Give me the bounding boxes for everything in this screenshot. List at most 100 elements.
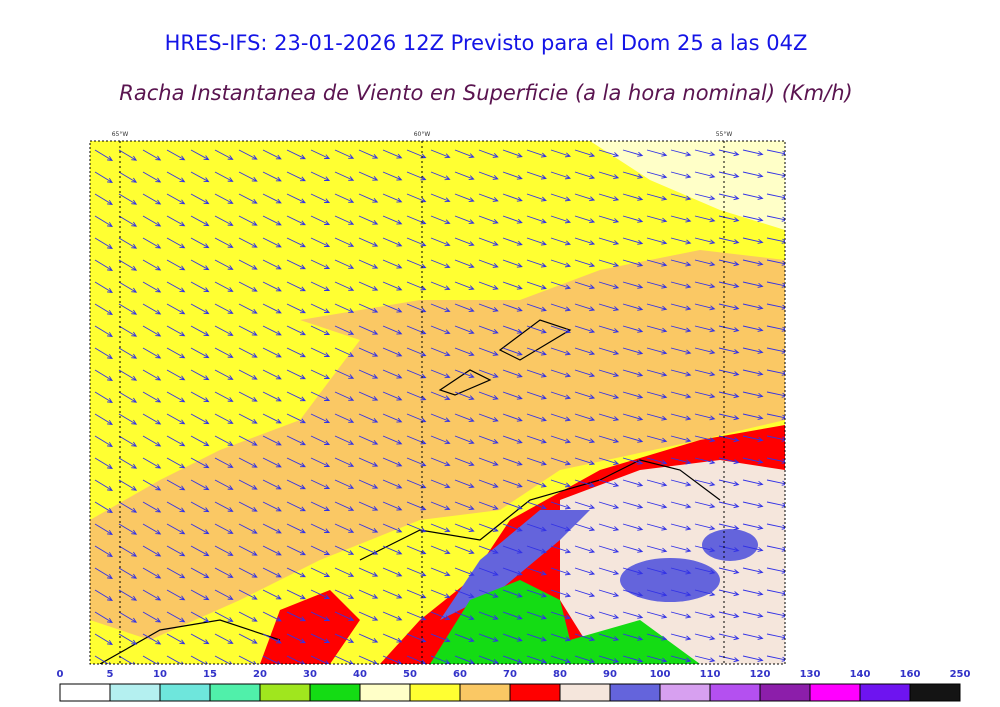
wind-arrow <box>358 303 379 313</box>
wind-arrow <box>358 479 379 489</box>
wind-arrow <box>478 457 499 466</box>
wind-arrow <box>478 435 499 444</box>
wind-arrow <box>262 325 282 336</box>
wind-arrow <box>262 369 282 380</box>
wind-arrow <box>574 611 596 620</box>
wind-arrow <box>118 281 138 293</box>
wind-arrow <box>766 435 785 442</box>
wind-arrow <box>94 391 113 403</box>
wind-arrow <box>382 325 403 335</box>
wind-arrow <box>454 193 475 202</box>
wind-arrow <box>526 611 547 620</box>
colorbar-label: 160 <box>900 669 921 680</box>
wind-arrow <box>574 281 596 290</box>
wind-arrow <box>550 479 571 488</box>
wind-arrow <box>286 237 306 248</box>
wind-arrow <box>286 545 306 556</box>
wind-arrow <box>166 457 186 469</box>
wind-arrow <box>766 325 785 332</box>
wind-arrow <box>142 479 162 491</box>
wind-arrow <box>670 193 692 201</box>
wind-arrow <box>118 237 138 249</box>
lon-label: 60°W <box>414 131 431 138</box>
subtitle: Racha Instantanea de Viento en Superfici… <box>119 81 852 105</box>
wind-arrow <box>502 633 523 642</box>
wind-arrow <box>694 545 716 553</box>
wind-arrow <box>454 655 475 664</box>
wind-arrow <box>94 237 113 249</box>
wind-arrow <box>718 215 740 223</box>
wind-arrow <box>334 259 355 269</box>
wind-arrow <box>430 479 451 489</box>
wind-arrow <box>310 501 331 511</box>
wind-arrow <box>718 325 740 333</box>
wind-arrow <box>262 611 282 622</box>
wind-arrow <box>550 523 571 532</box>
wind-arrow <box>598 369 620 377</box>
wind-arrow <box>166 413 186 425</box>
wind-arrow <box>190 347 210 359</box>
wind-arrow <box>310 545 331 555</box>
wind-arrow <box>550 589 571 598</box>
wind-arrow <box>94 303 113 315</box>
wind-arrow <box>142 655 160 664</box>
wind-arrow <box>262 479 282 490</box>
wind-arrow <box>502 479 523 488</box>
wind-arrow <box>358 567 379 577</box>
wind-arrow <box>622 237 644 245</box>
colorbar-swatch <box>559 683 611 702</box>
field-light <box>590 141 785 230</box>
wind-arrow <box>622 413 644 421</box>
wind-arrow <box>238 435 258 446</box>
wind-arrow <box>646 633 668 641</box>
wind-arrow <box>646 567 668 575</box>
wind-arrow <box>742 633 764 640</box>
wind-arrow <box>502 303 523 312</box>
wind-arrow <box>694 215 716 223</box>
colorbar-swatch <box>659 683 711 702</box>
wind-arrow <box>430 325 451 335</box>
wind-arrow <box>118 479 138 491</box>
wind-arrow <box>358 149 379 159</box>
wind-arrow <box>670 501 692 509</box>
wind-arrow <box>406 611 427 621</box>
wind-arrow <box>190 325 210 337</box>
wind-arrow <box>286 413 306 424</box>
wind-arrow <box>262 633 282 644</box>
wind-arrow <box>526 457 547 466</box>
wind-arrow <box>502 589 523 598</box>
colorbar-label: 5 <box>107 669 114 680</box>
wind-arrow <box>118 325 138 337</box>
wind-arrow <box>478 347 499 356</box>
wind-arrow <box>430 303 451 313</box>
wind-arrow <box>670 523 692 531</box>
wind-arrow <box>598 545 620 553</box>
wind-arrow <box>742 325 764 332</box>
wind-arrow <box>166 193 186 205</box>
wind-arrow <box>382 281 403 291</box>
wind-arrow <box>382 171 403 181</box>
wind-arrow <box>262 171 282 182</box>
wind-arrow <box>718 281 740 289</box>
wind-arrow <box>358 545 379 555</box>
wind-arrow <box>598 347 620 355</box>
wind-arrow <box>574 501 596 510</box>
wind-arrow <box>454 215 475 224</box>
wind-arrow <box>310 567 331 577</box>
wind-arrow <box>526 303 547 312</box>
wind-arrow <box>718 611 740 619</box>
wind-arrow <box>310 633 331 643</box>
wind-arrow <box>118 149 138 161</box>
wind-arrow <box>670 237 692 245</box>
wind-arrow <box>142 457 162 469</box>
wind-arrow <box>382 259 403 269</box>
wind-arrow <box>238 369 258 380</box>
wind-arrow <box>94 545 113 557</box>
coastline <box>99 459 721 664</box>
wind-arrow <box>214 611 234 622</box>
wind-arrow <box>238 347 258 358</box>
wind-arrow <box>310 457 331 467</box>
wind-arrow <box>382 215 403 225</box>
wind-arrow <box>670 259 692 267</box>
